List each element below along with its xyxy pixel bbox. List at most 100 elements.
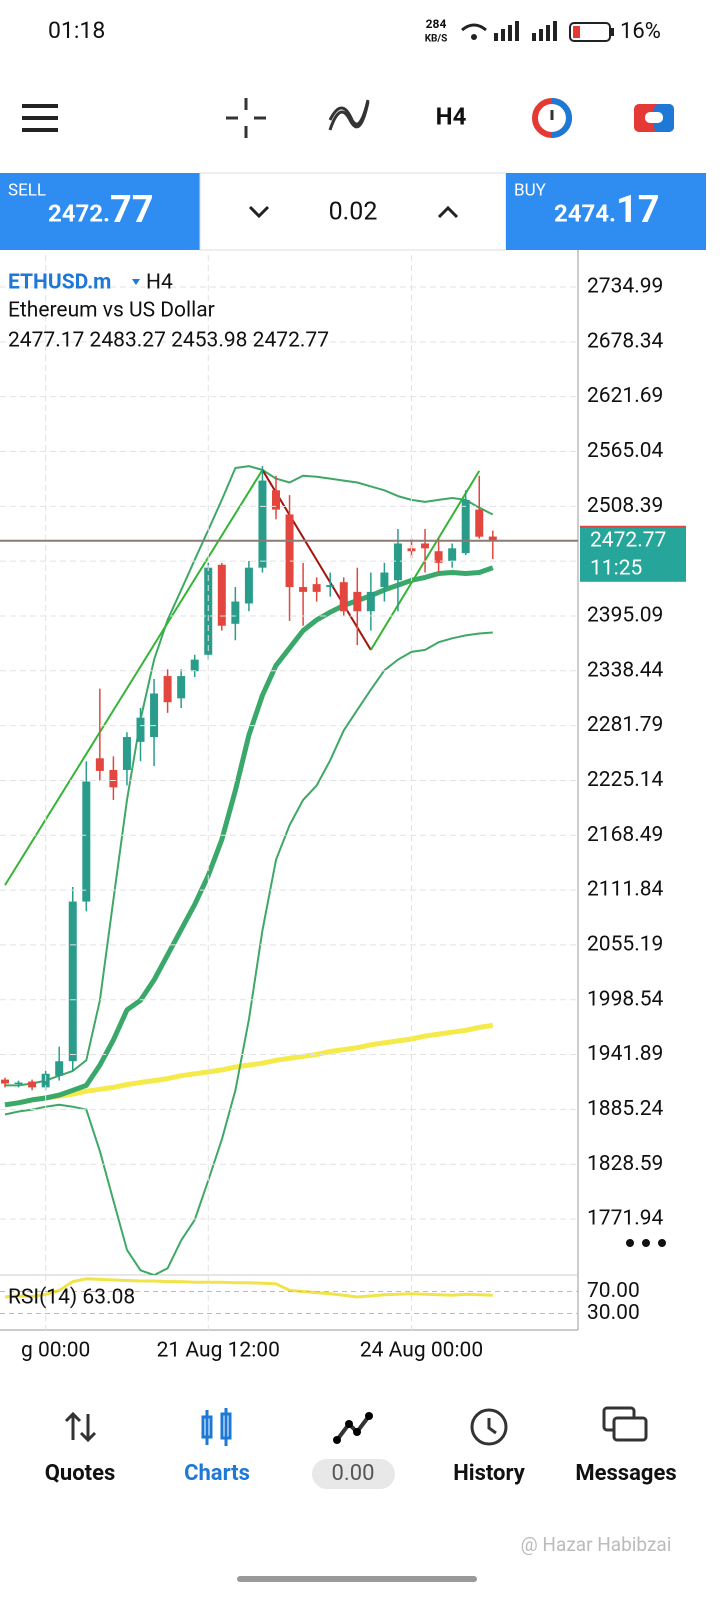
y-tick-label: 2395.09 bbox=[587, 604, 663, 628]
sell-button[interactable]: SELL 2472. 77 bbox=[0, 173, 200, 250]
sell-label: SELL bbox=[8, 180, 46, 200]
y-tick-label: 2338.44 bbox=[587, 658, 664, 682]
buy-label: BUY bbox=[514, 180, 547, 200]
chart-timeframe: H4 bbox=[146, 271, 173, 295]
candle-body bbox=[68, 901, 77, 1062]
trade-balance: 0.00 bbox=[332, 1461, 375, 1486]
messages-tab[interactable]: Messages bbox=[575, 1406, 677, 1486]
buy-pips: 17 bbox=[616, 188, 660, 232]
candle-body bbox=[95, 758, 104, 771]
price-tag-timer: 11:25 bbox=[590, 556, 642, 580]
net-unit: KB/S bbox=[425, 34, 448, 45]
sell-price: 2472. bbox=[48, 199, 110, 227]
candle-body bbox=[272, 490, 280, 510]
candle-body bbox=[461, 499, 470, 554]
candle-body bbox=[55, 1061, 64, 1076]
candle-body bbox=[312, 584, 321, 592]
watermark: @ Hazar Habibzai bbox=[521, 1533, 672, 1556]
indicators-button[interactable] bbox=[328, 99, 370, 131]
candle-body bbox=[380, 572, 389, 588]
rsi-label: RSI(14) 63.08 bbox=[8, 1286, 135, 1310]
candle-body bbox=[109, 769, 118, 788]
y-tick-label: 2734.99 bbox=[587, 275, 663, 299]
lot-up[interactable] bbox=[437, 205, 459, 219]
rsi-panel bbox=[4, 1277, 493, 1299]
candle-body bbox=[488, 536, 497, 541]
quotes-label: Quotes bbox=[45, 1461, 116, 1486]
lot-down[interactable] bbox=[248, 205, 270, 219]
y-tick-label: 2111.84 bbox=[587, 878, 664, 902]
messages-label: Messages bbox=[575, 1461, 676, 1486]
candle-body bbox=[204, 567, 213, 655]
y-tick-label: 2168.49 bbox=[587, 823, 663, 847]
more-button[interactable] bbox=[626, 1239, 666, 1247]
rsi-tick-label: 70.00 bbox=[587, 1279, 640, 1303]
candle-body bbox=[393, 543, 402, 581]
signal-icons bbox=[461, 21, 614, 42]
candle-body bbox=[136, 717, 145, 742]
crosshair-button[interactable] bbox=[226, 98, 266, 138]
plot-area bbox=[1, 465, 497, 1275]
clock: 01:18 bbox=[48, 17, 105, 44]
candle-body bbox=[448, 548, 457, 561]
ohlc-values: 2477.17 2483.27 2453.98 2472.77 bbox=[8, 329, 329, 353]
candle-body bbox=[366, 591, 375, 612]
y-tick-label: 2678.34 bbox=[587, 329, 664, 353]
battery-level: 16% bbox=[620, 19, 661, 44]
zigzag-segment bbox=[4, 469, 264, 886]
symbol-description: Ethereum vs US Dollar bbox=[8, 299, 215, 323]
x-tick-label: g 00:00 bbox=[21, 1339, 90, 1363]
candle-body bbox=[163, 676, 172, 703]
symbol[interactable]: ETHUSD.m bbox=[8, 271, 111, 295]
candle-body bbox=[82, 781, 91, 902]
candle-body bbox=[475, 509, 484, 537]
rsi-tick-label: 30.00 bbox=[587, 1301, 640, 1325]
candle-body bbox=[1, 1079, 9, 1084]
zigzag-segment bbox=[261, 469, 372, 651]
x-tick-label: 24 Aug 00:00 bbox=[360, 1339, 483, 1363]
candle-body bbox=[353, 591, 362, 612]
quotes-tab[interactable]: Quotes bbox=[45, 1411, 116, 1486]
net-speed: 284 bbox=[426, 17, 447, 31]
buy-button[interactable]: BUY 2474. 17 bbox=[506, 173, 706, 250]
y-tick-label: 1828.59 bbox=[587, 1152, 663, 1176]
lot-size[interactable]: 0.02 bbox=[329, 198, 378, 227]
y-tick-label: 1771.94 bbox=[587, 1207, 664, 1231]
candle-body bbox=[326, 585, 335, 588]
y-tick-label: 1998.54 bbox=[587, 987, 664, 1011]
candle-body bbox=[150, 693, 159, 738]
price-tag-value: 2472.77 bbox=[590, 528, 666, 552]
one-click-button[interactable] bbox=[634, 104, 674, 132]
price-tag bbox=[580, 526, 686, 582]
menu-button[interactable] bbox=[22, 104, 58, 132]
bollinger-lower bbox=[4, 631, 493, 1275]
timeframe-button[interactable]: H4 bbox=[436, 102, 467, 130]
candle-body bbox=[339, 582, 348, 612]
y-tick-label: 1941.89 bbox=[587, 1042, 663, 1066]
candle-body bbox=[28, 1081, 37, 1088]
history-tab[interactable]: History bbox=[453, 1408, 526, 1486]
x-tick-label: 21 Aug 12:00 bbox=[157, 1339, 280, 1363]
lot-box bbox=[199, 172, 507, 251]
sell-pips: 77 bbox=[110, 188, 154, 232]
charts-label: Charts bbox=[184, 1461, 250, 1486]
trade-tab[interactable]: 0.00 bbox=[312, 1412, 395, 1489]
charts-tab[interactable]: Charts bbox=[184, 1408, 250, 1486]
symbol-dropdown[interactable] bbox=[132, 279, 140, 285]
candle-body bbox=[258, 480, 267, 568]
candle-body bbox=[434, 551, 443, 563]
y-tick-label: 2621.69 bbox=[587, 384, 663, 408]
buy-price: 2474. bbox=[554, 199, 616, 227]
candle-body bbox=[190, 659, 199, 672]
bollinger-upper bbox=[5, 465, 494, 1087]
moving-average bbox=[4, 1022, 494, 1108]
trade-button[interactable] bbox=[532, 98, 572, 138]
candle-body bbox=[122, 737, 131, 770]
candle-body bbox=[177, 676, 186, 699]
y-tick-label: 2055.19 bbox=[587, 932, 663, 956]
candle-body bbox=[244, 567, 253, 604]
home-indicator bbox=[237, 1576, 477, 1582]
candle-body bbox=[231, 601, 240, 624]
